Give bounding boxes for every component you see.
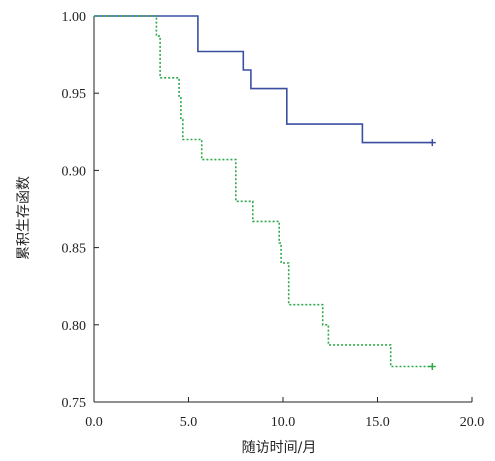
series-line-2 [94, 15, 433, 368]
y-tick-label: 0.75 [62, 396, 87, 411]
y-tick-label: 1.00 [62, 10, 87, 25]
y-tick-label: 0.95 [62, 87, 87, 102]
x-tick-label: 10.0 [271, 415, 296, 430]
censor-mark-1 [428, 139, 436, 147]
series-line-1 [94, 15, 433, 144]
axes: 0.0 5.0 10.0 15.0 20.0 0.75 0.80 0.85 0.90 0.95 1.… [62, 10, 485, 430]
x-tick-label: 20.0 [460, 415, 485, 430]
y-tick-label: 0.90 [62, 164, 87, 179]
x-tick-label: 15.0 [365, 415, 390, 430]
series-layer [94, 15, 436, 370]
x-tick-label: 0.0 [85, 415, 103, 430]
y-tick-label: 0.80 [62, 319, 87, 334]
x-axis-title: 随访时间/月 [242, 440, 317, 456]
y-axis-title: 累积生存函数 [16, 176, 32, 260]
x-tick-label: 5.0 [180, 415, 198, 430]
y-tick-label: 0.85 [62, 242, 87, 257]
censor-mark-2 [428, 362, 436, 370]
